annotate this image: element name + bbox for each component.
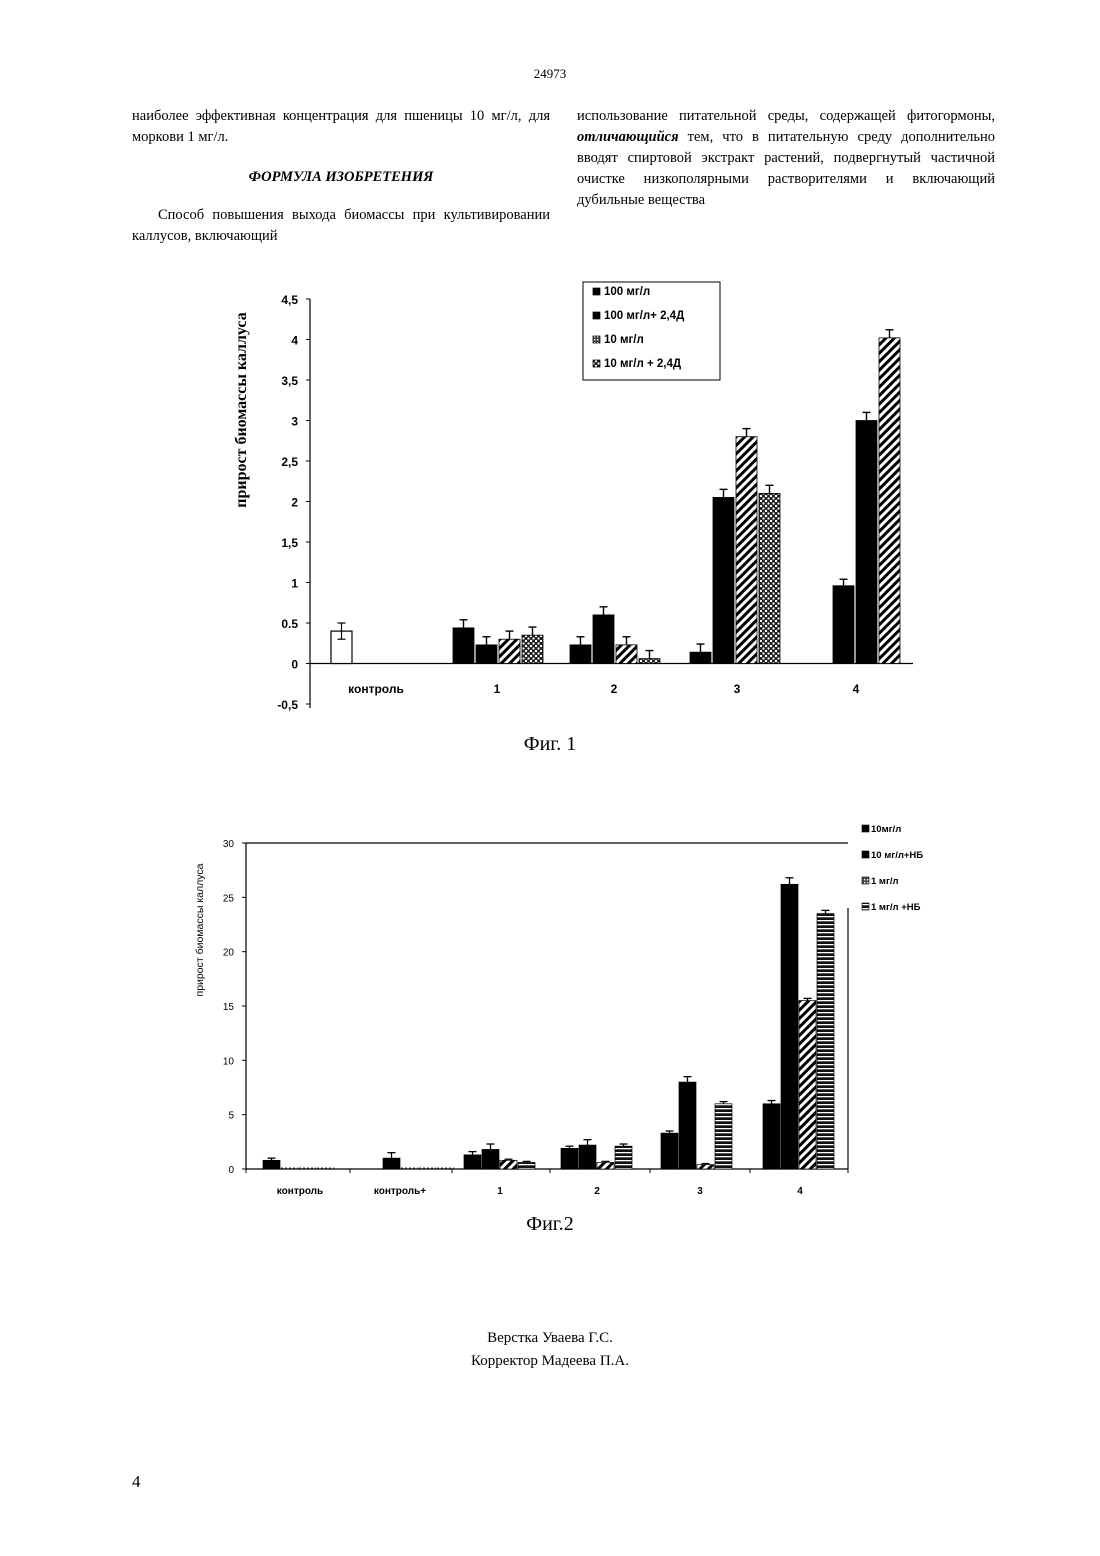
fig2-bar <box>679 1082 696 1169</box>
fig2-legend-label: 1 мг/л +НБ <box>871 902 921 913</box>
credits: Верстка Уваева Г.С. Корректор Мадеева П.… <box>0 1327 1100 1373</box>
fig2-bar <box>763 1104 780 1169</box>
fig2-bar <box>697 1165 714 1169</box>
fig2-legend-swatch <box>862 877 869 884</box>
fig2-bar <box>579 1145 596 1169</box>
fig2-category-label: контроль+ <box>374 1186 426 1197</box>
fig2-legend-label: 10мг/л <box>871 824 901 835</box>
fig2-category-label: 3 <box>697 1186 703 1197</box>
fig2-legend-swatch <box>862 903 869 910</box>
fig2-category-label: 4 <box>797 1186 803 1197</box>
fig2-legend-swatch <box>862 825 869 832</box>
fig2-bar <box>482 1149 499 1169</box>
fig2-bar <box>561 1148 578 1169</box>
figure-2-chart: 30 25 20 15 10 5 0 прирост биомассы каллуса конт… <box>0 0 1100 1220</box>
fig2-bar <box>799 1001 816 1169</box>
fig2-bar <box>615 1146 632 1169</box>
fig2-bar <box>263 1160 280 1169</box>
fig2-bar <box>518 1162 535 1169</box>
fig2-y-tick-label: 5 <box>228 1111 234 1122</box>
figure-2-caption: Фиг.2 <box>0 1213 1100 1236</box>
fig2-legend-label: 1 мг/л <box>871 876 899 887</box>
fig2-bar <box>661 1133 678 1169</box>
fig2-legend-swatch <box>862 851 869 858</box>
fig2-bar <box>597 1162 614 1169</box>
page-number: 4 <box>132 1472 141 1492</box>
fig2-category-label: контроль <box>277 1186 323 1197</box>
fig2-bar <box>781 884 798 1169</box>
fig2-y-axis-label: прирост биомассы каллуса <box>194 863 206 996</box>
fig2-category-label: 1 <box>497 1186 503 1197</box>
fig2-bar <box>817 914 834 1169</box>
fig2-y-tick-label: 15 <box>223 1002 235 1013</box>
fig2-y-tick-label: 10 <box>223 1056 235 1067</box>
fig2-y-tick-label: 25 <box>223 893 235 904</box>
fig2-bar <box>500 1160 517 1169</box>
fig2-y-tick-label: 20 <box>223 948 235 959</box>
layout-credit: Верстка Уваева Г.С. <box>0 1327 1100 1350</box>
fig2-bar <box>715 1104 732 1169</box>
fig2-bar <box>464 1155 481 1169</box>
fig2-y-tick-label: 0 <box>228 1165 234 1176</box>
fig2-legend-label: 10 мг/л+НБ <box>871 850 923 861</box>
fig2-bar <box>383 1158 400 1169</box>
fig2-y-tick-label: 30 <box>223 839 235 850</box>
fig2-category-label: 2 <box>594 1186 600 1197</box>
proofreader-credit: Корректор Мадеева П.А. <box>0 1350 1100 1373</box>
